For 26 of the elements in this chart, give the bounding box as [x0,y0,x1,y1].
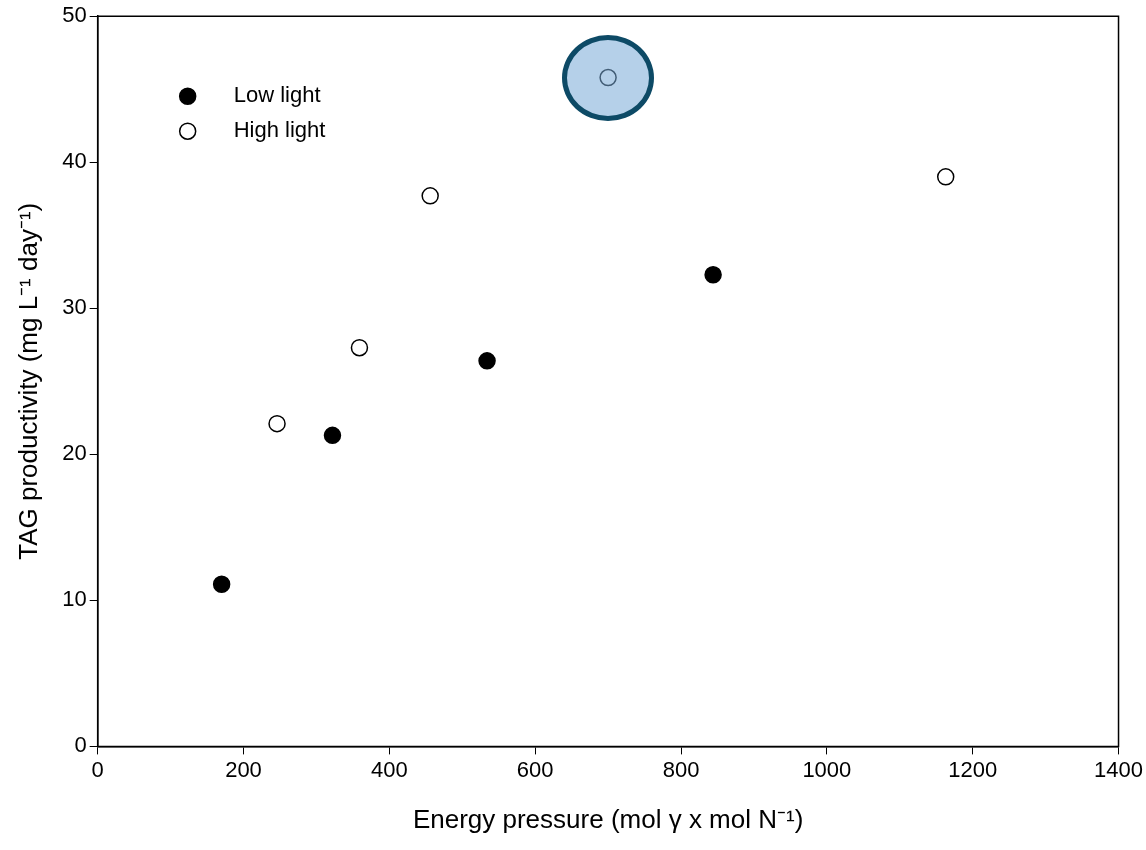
x-tick-label: 200 [225,756,262,782]
x-tick-label: 1200 [948,756,998,782]
x-tick-label: 400 [370,756,408,782]
point [268,414,286,433]
y-tick-label: 20 [62,440,87,466]
point [350,338,369,357]
point [478,352,496,370]
y-tick-label: 10 [62,586,87,612]
x-tick-label: 600 [516,756,554,782]
x-tick-label: 1000 [802,756,852,782]
point [936,168,955,186]
x-tick-label: 800 [662,756,700,782]
x-tick-label: 0 [91,756,104,782]
y-axis-title: TAG productivity (mg L⁻¹ day⁻¹) [12,202,43,560]
y-tick-label: 30 [62,294,87,320]
y-tick-label: 50 [62,2,87,28]
x-axis-title: Energy pressure (mol γ x mol N⁻¹) [412,803,804,834]
y-tick-label: 40 [62,148,87,174]
legend-label: High light [233,117,326,143]
legend-label: Low light [233,82,321,108]
point [421,187,439,205]
point [323,426,342,445]
point [212,575,231,594]
point [704,265,722,284]
x-tick-label: 1400 [1094,756,1144,782]
y-tick-label: 0 [74,732,87,758]
